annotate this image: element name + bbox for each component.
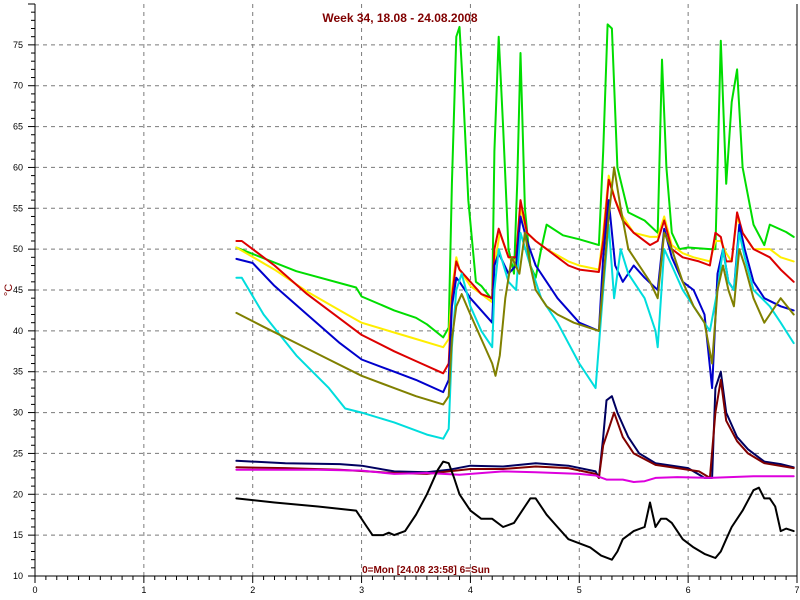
y-tick-label: 50: [13, 244, 23, 254]
series-line-1: [235, 23, 795, 339]
x-tick-label: 0: [32, 585, 37, 595]
x-tick-label: 6: [686, 585, 691, 595]
x-tick-label: 5: [577, 585, 582, 595]
y-tick-label: 40: [13, 326, 23, 336]
series-line-6: [235, 166, 795, 406]
y-tick-label: 75: [13, 40, 23, 50]
y-tick-label: 30: [13, 408, 23, 418]
x-axis-label: 0=Mon [24.08 23:58] 6=Sun: [362, 565, 490, 576]
y-tick-label: 10: [13, 571, 23, 581]
y-tick-label: 60: [13, 162, 23, 172]
series-line-5: [235, 223, 795, 440]
y-axis-label: °C: [3, 284, 15, 296]
y-tick-label: 15: [13, 530, 23, 540]
x-tick-label: 3: [359, 585, 364, 595]
y-tick-label: 65: [13, 122, 23, 132]
y-tick-label: 70: [13, 81, 23, 91]
chart-title: Week 34, 18.08 - 24.08.2008: [322, 11, 478, 25]
series-line-3: [235, 178, 795, 375]
y-tick-label: 25: [13, 448, 23, 458]
y-tick-label: 45: [13, 285, 23, 295]
series-line-9: [235, 468, 795, 483]
series-line-10: [235, 460, 795, 561]
x-tick-label: 1: [141, 585, 146, 595]
series-line-7: [235, 370, 795, 479]
x-tick-label: 4: [468, 585, 473, 595]
x-tick-label: 2: [250, 585, 255, 595]
y-tick-label: 35: [13, 367, 23, 377]
series-lines: [235, 23, 795, 561]
y-tick-label: 55: [13, 203, 23, 213]
x-tick-label: 7: [794, 585, 799, 595]
y-tick-label: 20: [13, 489, 23, 499]
